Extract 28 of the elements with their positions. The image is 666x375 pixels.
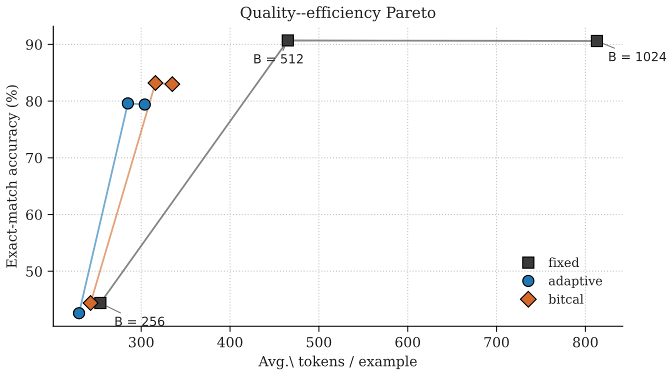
y-tick-label: 50	[26, 266, 42, 277]
y-tick-label: 60	[26, 210, 42, 220]
annotation: B = 512	[254, 54, 303, 64]
annotation: B = 256	[115, 316, 164, 326]
x-tick-label: 700	[484, 336, 509, 348]
x-axis-title: Avg.\ tokens / example	[258, 356, 417, 370]
y-tick-label: 90	[26, 39, 42, 50]
legend-label: bitcal	[548, 294, 584, 304]
x-tick-label: 600	[395, 336, 420, 348]
y-tick-label: 80	[26, 96, 42, 107]
legend-label: adaptive	[548, 276, 602, 288]
point	[138, 98, 151, 111]
point	[122, 97, 134, 110]
point	[72, 307, 86, 320]
x-tick-label: 400	[217, 336, 242, 348]
point	[590, 34, 604, 48]
x-tick-label: 300	[129, 336, 154, 348]
legend-label: fixed	[548, 257, 580, 268]
point	[148, 75, 164, 91]
x-tick-label: 500	[306, 336, 332, 348]
y-axis-title: Exact-match accuracy (%)	[6, 85, 20, 268]
point	[282, 34, 294, 47]
x-tick-label: 800	[573, 336, 598, 348]
annotation: B = 1024	[609, 52, 666, 62]
chart-title: Quality--efficiency Pareto	[240, 6, 436, 22]
point	[164, 76, 180, 92]
point	[82, 295, 99, 311]
y-tick-label: 70	[26, 152, 42, 164]
